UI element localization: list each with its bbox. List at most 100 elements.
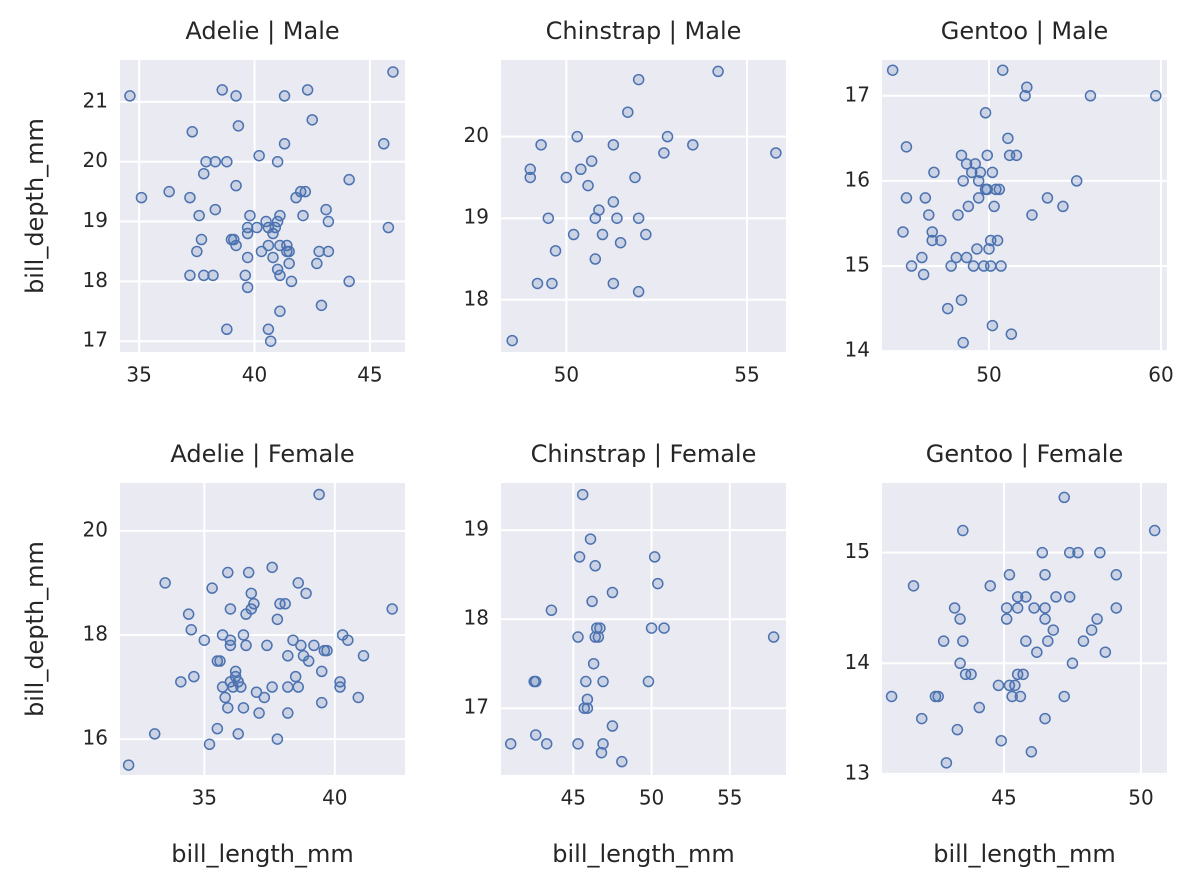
point — [239, 269, 252, 282]
point — [597, 675, 609, 688]
point — [1021, 81, 1033, 93]
point — [175, 676, 187, 688]
point — [593, 204, 605, 216]
point — [614, 236, 627, 249]
point — [954, 613, 966, 625]
point — [571, 130, 583, 143]
point — [253, 149, 265, 162]
x-tick-label: 35 — [192, 786, 217, 810]
point — [1110, 602, 1123, 614]
point — [1047, 624, 1060, 636]
point — [945, 260, 957, 272]
point — [299, 185, 312, 198]
point — [1025, 746, 1038, 758]
point — [1094, 546, 1106, 559]
point — [313, 488, 325, 501]
point — [320, 203, 332, 216]
point — [207, 269, 219, 282]
x-tick-label: 55 — [717, 786, 742, 810]
point — [587, 657, 600, 670]
point — [214, 655, 226, 667]
point — [352, 691, 365, 704]
point — [1050, 591, 1062, 603]
point — [941, 302, 954, 315]
point — [572, 738, 584, 750]
point — [278, 138, 291, 150]
y-tick-label: 16 — [845, 167, 870, 191]
point — [967, 260, 980, 272]
y-tick-label: 19 — [83, 208, 108, 232]
point — [576, 488, 589, 501]
point — [186, 126, 198, 138]
point — [279, 598, 291, 610]
point — [1099, 646, 1112, 658]
point — [163, 185, 175, 198]
point — [1070, 175, 1083, 187]
point — [250, 686, 263, 698]
point — [282, 681, 294, 693]
x-tick-label: 50 — [976, 363, 1001, 387]
point — [926, 234, 938, 247]
point — [952, 209, 964, 221]
panel-title: Chinstrap | Female — [531, 440, 757, 468]
point — [253, 707, 265, 719]
point — [919, 192, 932, 204]
point — [974, 166, 987, 179]
point — [260, 215, 272, 228]
point — [940, 757, 953, 769]
y-tick-label: 15 — [845, 539, 870, 563]
point — [1028, 602, 1040, 614]
point — [524, 163, 537, 176]
point — [1000, 613, 1013, 625]
point — [308, 639, 320, 652]
point — [1148, 524, 1161, 537]
point — [1026, 209, 1038, 221]
point — [191, 245, 203, 258]
point — [1010, 149, 1023, 162]
point — [606, 586, 619, 599]
point — [645, 622, 658, 634]
point — [1031, 646, 1043, 658]
point — [283, 245, 295, 258]
point — [266, 561, 278, 574]
point — [932, 690, 944, 703]
point — [573, 551, 586, 563]
y-tick-label: 19 — [464, 517, 489, 541]
point — [937, 635, 950, 647]
point — [589, 253, 602, 265]
point — [897, 226, 909, 238]
point — [315, 299, 328, 312]
point — [240, 639, 252, 652]
point — [245, 587, 258, 600]
point — [957, 336, 969, 349]
point — [1058, 690, 1070, 703]
point — [567, 228, 580, 241]
point — [991, 234, 1004, 247]
point — [632, 212, 645, 224]
point — [984, 260, 997, 272]
point — [972, 175, 985, 187]
point — [506, 334, 518, 347]
x-tick-label: 55 — [734, 363, 759, 387]
plot-area — [882, 483, 1167, 775]
point — [1005, 328, 1018, 340]
point — [251, 221, 263, 234]
point — [148, 728, 161, 740]
x-tick-label: 50 — [639, 786, 664, 810]
point — [241, 251, 254, 264]
point — [322, 245, 335, 258]
point — [928, 166, 940, 179]
point — [995, 734, 1007, 747]
y-tick-label: 21 — [83, 88, 108, 112]
point — [607, 139, 620, 151]
point — [221, 323, 233, 336]
point — [917, 268, 930, 281]
y-tick-label: 17 — [83, 328, 108, 352]
x-tick-label: 45 — [357, 363, 382, 387]
point — [1011, 602, 1024, 614]
point — [572, 631, 584, 643]
point — [1091, 613, 1103, 625]
point — [343, 275, 355, 288]
point — [957, 635, 969, 647]
